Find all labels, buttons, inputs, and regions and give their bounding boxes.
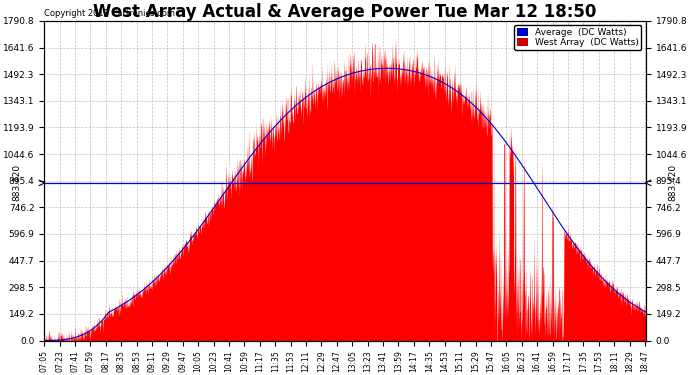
Text: Copyright 2019 Cartronics.com: Copyright 2019 Cartronics.com xyxy=(44,9,175,18)
Text: 883.420: 883.420 xyxy=(669,164,678,201)
Title: West Array Actual & Average Power Tue Mar 12 18:50: West Array Actual & Average Power Tue Ma… xyxy=(93,3,597,21)
Legend: Average  (DC Watts), West Array  (DC Watts): Average (DC Watts), West Array (DC Watts… xyxy=(514,26,642,50)
Text: 883.420: 883.420 xyxy=(12,164,21,201)
